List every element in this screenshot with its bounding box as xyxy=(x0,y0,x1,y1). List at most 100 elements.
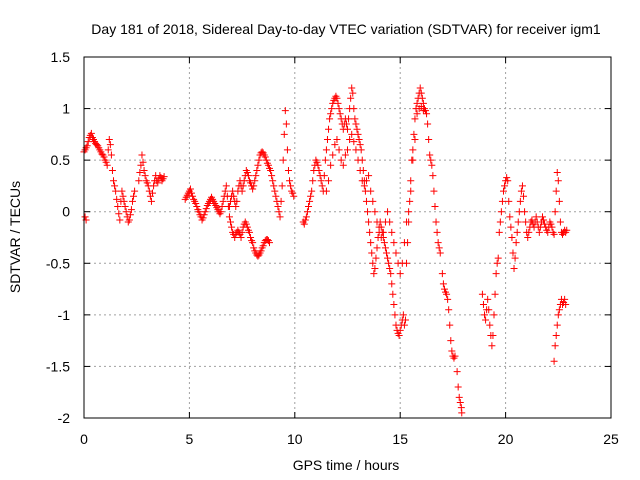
plot-frame xyxy=(83,56,612,419)
data-point-plus xyxy=(505,197,513,205)
data-point-plus xyxy=(127,206,135,214)
data-point-plus xyxy=(406,197,414,205)
data-point-plus xyxy=(508,234,516,241)
data-point-plus xyxy=(381,244,389,252)
data-point-plus xyxy=(352,120,360,128)
axis-ticks xyxy=(83,56,612,419)
data-point-plus xyxy=(411,115,419,123)
data-point-plus xyxy=(322,146,330,154)
data-point-plus xyxy=(301,216,309,224)
data-point-plus xyxy=(261,153,269,161)
data-point-plus xyxy=(373,244,381,252)
data-point-plus xyxy=(351,115,359,123)
data-point-plus xyxy=(493,259,501,267)
data-point-plus xyxy=(87,129,95,137)
data-point-plus xyxy=(554,177,562,185)
data-point-plus xyxy=(188,189,196,197)
data-point-plus xyxy=(555,197,563,205)
data-point-plus xyxy=(284,166,292,174)
data-point-plus xyxy=(278,182,286,190)
data-point-plus xyxy=(388,228,396,236)
data-point-plus xyxy=(345,115,353,123)
data-point-plus xyxy=(348,130,356,138)
data-point-plus xyxy=(430,187,438,195)
data-point-plus xyxy=(329,151,337,159)
data-point-plus xyxy=(233,197,241,205)
data-point-plus xyxy=(231,234,239,241)
data-point-plus xyxy=(221,187,229,195)
data-point-plus xyxy=(453,368,461,376)
data-point-plus xyxy=(334,99,342,107)
data-point-plus xyxy=(372,254,380,262)
data-point-plus xyxy=(446,321,454,329)
data-point-plus xyxy=(342,120,350,128)
data-point-plus xyxy=(552,331,560,339)
data-point-plus xyxy=(498,197,506,205)
y-tick-label: 1 xyxy=(62,101,70,117)
data-point-plus xyxy=(243,223,251,231)
data-point-plus xyxy=(225,203,233,211)
data-point-plus xyxy=(540,216,548,224)
data-point-plus xyxy=(550,230,558,238)
data-point-plus xyxy=(481,311,489,319)
data-point-plus xyxy=(354,156,362,164)
data-point-plus xyxy=(494,254,502,262)
data-point-plus xyxy=(409,146,417,154)
y-tick-labels: -2 -1.5 -1 -0.5 0 0.5 1 1.5 xyxy=(46,49,70,426)
x-axis-label: GPS time / hours xyxy=(293,457,400,473)
data-point-plus xyxy=(364,208,372,216)
data-point-plus xyxy=(306,197,314,205)
data-point-plus xyxy=(517,187,525,195)
data-point-plus xyxy=(492,270,500,278)
data-point-plus xyxy=(431,203,439,211)
data-point-plus xyxy=(110,177,118,185)
data-point-plus xyxy=(434,239,442,247)
data-point-plus xyxy=(140,166,148,174)
data-point-plus xyxy=(228,223,236,231)
data-point-plus xyxy=(445,306,453,314)
data-point-plus xyxy=(538,213,546,221)
data-point-plus xyxy=(395,331,403,339)
data-point-plus xyxy=(262,156,270,164)
data-point-plus xyxy=(454,383,462,391)
data-point-plus xyxy=(119,192,127,200)
y-axis-label: SDTVAR / TECUs xyxy=(7,181,23,293)
data-point-plus xyxy=(369,259,377,267)
data-point-plus xyxy=(150,182,158,190)
data-point-plus xyxy=(245,228,253,236)
data-point-plus xyxy=(282,120,290,128)
data-point-plus xyxy=(225,213,233,221)
data-point-plus xyxy=(154,179,162,187)
data-point-plus xyxy=(247,179,255,187)
data-point-plus xyxy=(488,342,496,350)
data-point-plus xyxy=(386,218,394,226)
data-point-plus xyxy=(411,136,419,144)
data-points xyxy=(80,84,571,417)
data-point-plus xyxy=(392,249,400,257)
data-point-plus xyxy=(283,146,291,154)
data-point-plus xyxy=(337,156,345,164)
data-point-plus xyxy=(390,301,398,309)
data-point-plus xyxy=(344,146,351,154)
data-point-plus xyxy=(120,197,128,205)
data-point-plus xyxy=(512,239,520,247)
data-point-plus xyxy=(202,205,210,213)
data-point-plus xyxy=(384,254,392,262)
data-point-plus xyxy=(328,105,336,113)
data-point-plus xyxy=(356,141,364,149)
data-point-plus xyxy=(417,89,425,97)
data-point-plus xyxy=(561,295,569,303)
data-point-plus xyxy=(143,179,151,187)
x-tick-labels: 0 5 10 15 20 25 xyxy=(80,431,619,447)
data-point-plus xyxy=(219,197,227,205)
data-point-plus xyxy=(200,211,208,219)
data-point-plus xyxy=(268,172,276,180)
data-point-plus xyxy=(333,94,341,102)
data-point-plus xyxy=(239,182,247,190)
data-point-plus xyxy=(322,187,330,195)
data-point-plus xyxy=(249,239,257,247)
data-point-plus xyxy=(321,156,329,164)
data-point-plus xyxy=(455,393,463,401)
data-point-plus xyxy=(405,218,413,226)
data-point-plus xyxy=(391,311,399,319)
